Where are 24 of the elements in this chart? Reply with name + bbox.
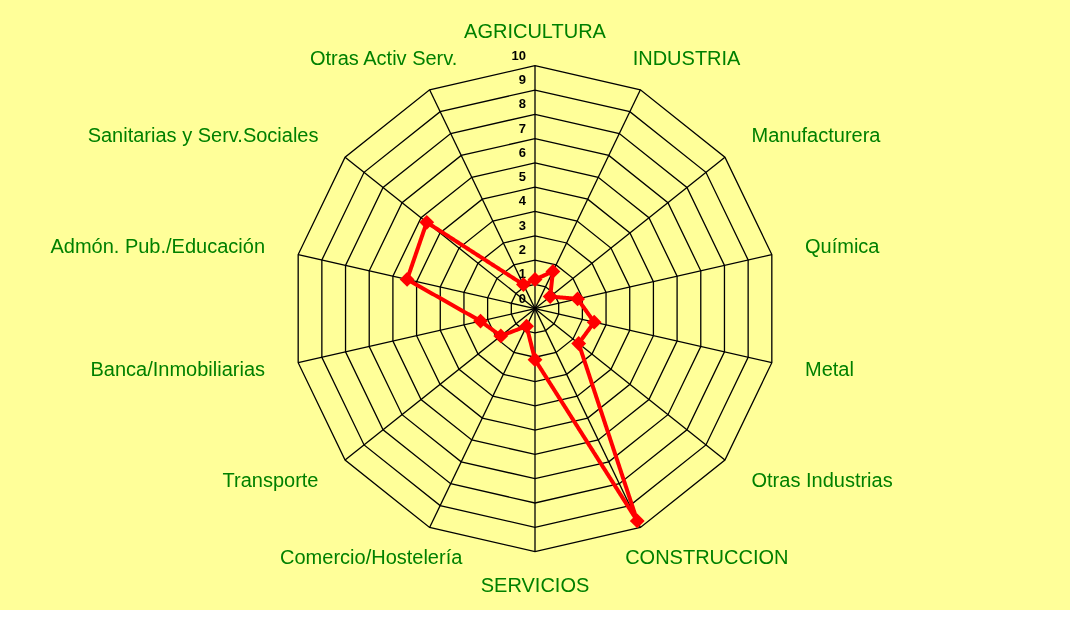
spoke-label: CONSTRUCCION bbox=[625, 546, 789, 569]
spoke-label: Transporte bbox=[222, 469, 319, 492]
y-tick-label: 7 bbox=[518, 120, 526, 136]
spoke-label: INDUSTRIA bbox=[632, 47, 742, 70]
y-tick-label: 6 bbox=[518, 144, 526, 160]
y-tick-label: 5 bbox=[518, 169, 526, 185]
spoke-label: SERVICIOS bbox=[480, 573, 590, 596]
spoke-label: Otras Activ Serv. bbox=[309, 47, 458, 70]
y-tick-label: 2 bbox=[518, 242, 526, 258]
spoke-label: Sanitarias y Serv.Sociales bbox=[87, 123, 319, 146]
y-tick-label: 10 bbox=[511, 47, 526, 63]
spoke-label: Química bbox=[804, 235, 881, 258]
y-tick-label: 3 bbox=[518, 217, 526, 233]
spoke-label: Banca/Inmobiliarias bbox=[90, 358, 266, 381]
spoke-label: Admón. Pub./Educación bbox=[50, 235, 266, 258]
y-tick-label: 8 bbox=[518, 96, 526, 112]
spoke-label: Comercio/Hostelería bbox=[280, 546, 464, 569]
spoke-label: Metal bbox=[804, 358, 854, 381]
y-tick-label: 1 bbox=[518, 266, 526, 282]
spoke-label: Manufacturera bbox=[751, 123, 882, 146]
spoke-label: Otras Industrias bbox=[751, 469, 893, 492]
y-tick-label: 4 bbox=[518, 193, 527, 209]
y-tick-label: 9 bbox=[518, 72, 526, 88]
spoke-label: AGRICULTURA bbox=[464, 19, 607, 42]
